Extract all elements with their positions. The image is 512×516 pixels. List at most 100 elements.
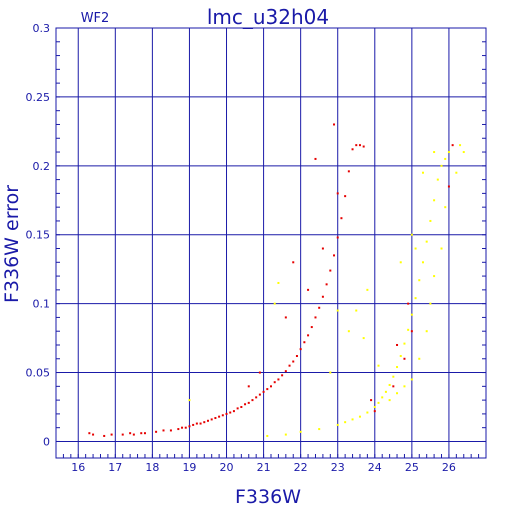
x-tick-label: 22 [294,461,308,474]
data-point [292,261,295,264]
x-tick-label: 19 [182,461,196,474]
data-point [310,326,313,329]
data-point [299,430,302,433]
data-point [381,396,384,399]
data-point [370,399,373,402]
data-point [273,381,276,384]
data-point [403,385,406,388]
data-point [429,302,432,305]
data-point [188,425,191,428]
data-point [433,275,436,278]
data-point [155,430,158,433]
y-tick-label: 0.3 [33,22,51,35]
data-point [262,390,265,393]
data-point [377,364,380,367]
data-point [307,288,310,291]
tick-labels: 16 17 18 19 20 21 22 23 24 25 26 0 0.05 0.1 0.15 0.2 0.2… [26,22,456,474]
data-point [362,337,365,340]
data-point [192,423,195,426]
data-point [396,392,399,395]
x-tick-label: 18 [145,461,159,474]
data-point [266,388,269,391]
data-point [318,306,321,309]
grid [55,27,487,458]
data-point [421,171,424,174]
data-point [292,360,295,363]
data-point [384,390,387,393]
data-point [266,434,269,437]
data-point [425,330,428,333]
data-point [277,378,280,381]
data-point [440,247,443,250]
data-point [307,334,310,337]
data-point [407,302,410,305]
data-point [377,401,380,404]
data-point [333,254,336,257]
y-tick-label: 0.2 [33,160,51,173]
data-point [366,288,369,291]
data-point [351,148,354,151]
data-point [418,357,421,360]
data-point [336,309,339,312]
data-point [229,411,232,414]
data-point [132,433,135,436]
x-tick-label: 23 [331,461,345,474]
data-point [418,279,421,282]
data-point [295,355,298,358]
data-point [425,240,428,243]
data-point [321,247,324,250]
data-point [358,415,361,418]
data-point [177,428,180,431]
data-point [232,410,235,413]
data-point [181,426,184,429]
data-point [396,343,399,346]
data-point [329,371,332,374]
data-point [92,433,95,436]
data-point [347,330,350,333]
data-point [273,302,276,305]
data-point [225,412,228,415]
data-point [399,355,402,358]
data-point [459,144,462,147]
x-tick-label: 17 [108,461,122,474]
data-point [447,151,450,154]
data-point [347,170,350,173]
data-points [88,123,465,437]
data-point [314,316,317,319]
data-point [284,370,287,373]
data-point [414,297,417,300]
data-point [340,217,343,220]
data-point [407,328,410,331]
data-point [206,419,209,422]
y-axis-label: F336W error [1,185,23,303]
y-tick-label: 0.25 [26,91,51,104]
data-point [288,364,291,367]
data-point [355,309,358,312]
data-point [240,406,243,409]
data-point [336,236,339,239]
data-point [284,433,287,436]
data-point [214,417,217,420]
x-tick-label: 20 [220,461,234,474]
data-point [284,316,287,319]
data-point [169,429,172,432]
data-point [399,261,402,264]
data-point [303,341,306,344]
data-point [255,396,258,399]
data-point [121,433,124,436]
data-point [436,178,439,181]
data-point [281,374,284,377]
data-point [244,403,247,406]
data-point [247,401,250,404]
data-point [251,399,254,402]
data-point [358,144,361,147]
data-point [403,342,406,345]
data-point [388,399,391,402]
data-point [247,385,250,388]
data-point [366,411,369,414]
data-point [444,206,447,209]
data-point [414,247,417,250]
data-point [329,269,332,272]
data-point [270,385,272,388]
data-point [314,157,317,160]
